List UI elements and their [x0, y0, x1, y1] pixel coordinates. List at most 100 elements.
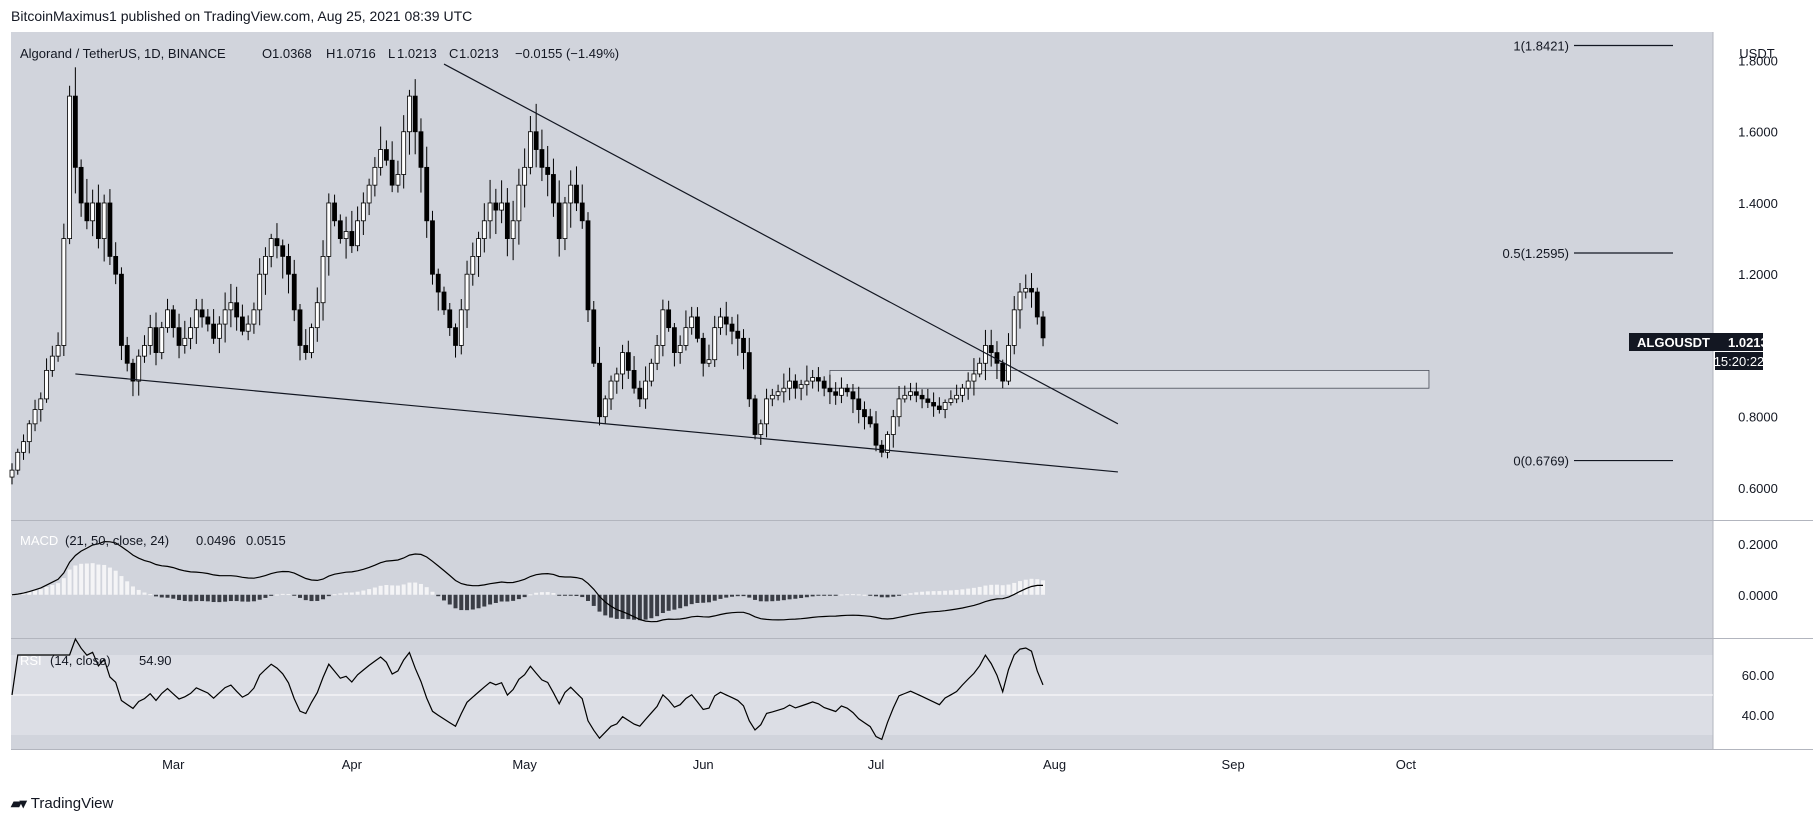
macd-histogram-bar: [816, 594, 821, 596]
macd-histogram-bar: [298, 594, 302, 598]
candle-body: [389, 159, 395, 186]
macd-histogram-bar: [136, 589, 141, 595]
tradingview-footer[interactable]: ▰▾ TradingView: [11, 795, 113, 812]
macd-histogram-bar: [332, 594, 337, 596]
candle-body: [718, 316, 723, 329]
candle-body: [879, 444, 885, 453]
trendline[interactable]: [443, 63, 1119, 425]
macd-histogram-bar: [960, 589, 965, 595]
candle-body: [896, 398, 902, 418]
candle-body: [885, 434, 890, 453]
macd-histogram-bar: [632, 594, 637, 620]
macd-histogram-bar: [551, 593, 556, 595]
macd-histogram-bar: [125, 581, 130, 595]
macd-histogram-bar: [493, 594, 498, 603]
macd-histogram-bar: [280, 593, 285, 595]
candle-body: [504, 202, 510, 239]
candle-body: [562, 202, 568, 239]
macd-tick-label: 0.2000: [1738, 537, 1778, 552]
macd-histogram-bar: [897, 594, 902, 596]
candle-body: [666, 309, 672, 329]
rsi-title: RSI: [20, 653, 42, 668]
macd-histogram-bar: [130, 586, 135, 595]
candle-body: [792, 380, 798, 389]
candle-body: [147, 327, 153, 346]
last-price-label: 1.0213: [1728, 335, 1768, 350]
macd-histogram-bar: [188, 594, 193, 602]
ohlc-high-label: H: [326, 46, 335, 61]
macd-histogram-bar: [655, 594, 660, 617]
price-pane[interactable]: [11, 32, 1713, 520]
macd-histogram-bar: [799, 594, 804, 599]
macd-histogram-bar: [10, 594, 14, 596]
candle-body: [908, 391, 913, 396]
macd-histogram-bar: [568, 594, 573, 596]
trendline[interactable]: [75, 373, 1118, 473]
candle-body: [228, 302, 234, 311]
candle-body: [816, 377, 821, 382]
macd-histogram-bar: [770, 594, 775, 602]
macd-pane[interactable]: [11, 521, 1713, 638]
macd-histogram-bar: [994, 584, 999, 595]
macd-histogram-bar: [845, 594, 850, 596]
candle-body: [775, 391, 781, 396]
price-layer: 1(1.8421) 0.5(1.2595) 0(0.6769): [9, 39, 1673, 485]
macd-histogram-bar: [355, 591, 360, 595]
price-tick-label: 0.6000: [1738, 481, 1778, 496]
macd-histogram-bar: [384, 585, 389, 595]
macd-tick-label: 0.0000: [1738, 588, 1778, 603]
macd-histogram-bar: [868, 594, 873, 596]
candle-body: [752, 398, 758, 435]
macd-histogram-bar: [309, 594, 314, 602]
macd-histogram-bar: [666, 594, 671, 611]
macd-histogram-bar: [395, 585, 400, 595]
macd-title: MACD: [20, 533, 58, 548]
candle-body: [136, 355, 142, 382]
candle-body: [320, 256, 326, 304]
macd-histogram-bar: [177, 594, 182, 601]
macd-histogram-bar: [1018, 581, 1022, 595]
macd-histogram-bar: [626, 594, 631, 620]
macd-histogram-bar: [971, 587, 976, 595]
macd-histogram-bar: [401, 584, 406, 595]
candle-body: [193, 309, 199, 329]
candle-body: [579, 202, 585, 222]
chart-title: Algorand / TetherUS, 1D, BINANCE: [20, 46, 226, 61]
macd-histogram-bar: [200, 594, 205, 602]
macd-histogram-bar: [465, 594, 470, 611]
candle-body: [61, 238, 67, 346]
candle-body: [568, 184, 574, 204]
macd-histogram-bar: [315, 594, 320, 601]
macd-histogram-bar: [447, 594, 452, 605]
candle-body: [1011, 309, 1017, 346]
macd-histogram-bar: [839, 594, 844, 596]
macd-histogram-bar: [79, 563, 84, 595]
macd-histogram-bar: [21, 593, 26, 595]
support-zone[interactable]: [829, 369, 1430, 389]
macd-histogram-bar: [562, 594, 567, 596]
macd-histogram-bar: [977, 586, 982, 595]
rsi-tick-label: 60.00: [1742, 668, 1775, 683]
candle-body: [211, 323, 217, 339]
macd-histogram-bar: [1035, 579, 1040, 595]
candle-body: [245, 323, 251, 332]
ohlc-open-label: O: [262, 46, 272, 61]
macd-histogram-bar: [672, 594, 677, 610]
candle-body: [96, 202, 101, 239]
macd-histogram-bar: [470, 594, 475, 610]
macd-histogram-bar: [747, 594, 752, 598]
candle-body: [372, 166, 378, 186]
candle-body: [648, 362, 654, 382]
macd-histogram-bar: [194, 594, 199, 602]
macd-histogram-bar: [476, 594, 481, 609]
macd-histogram-bar: [931, 591, 936, 595]
candle-body: [130, 362, 136, 382]
macd-histogram-bar: [735, 594, 740, 597]
candle-body: [1000, 362, 1006, 382]
macd-histogram-bar: [764, 594, 769, 602]
macd-line: [11, 540, 1043, 623]
candle-body: [741, 337, 746, 353]
macd-histogram-bar: [545, 592, 550, 595]
candle-body: [447, 309, 453, 329]
